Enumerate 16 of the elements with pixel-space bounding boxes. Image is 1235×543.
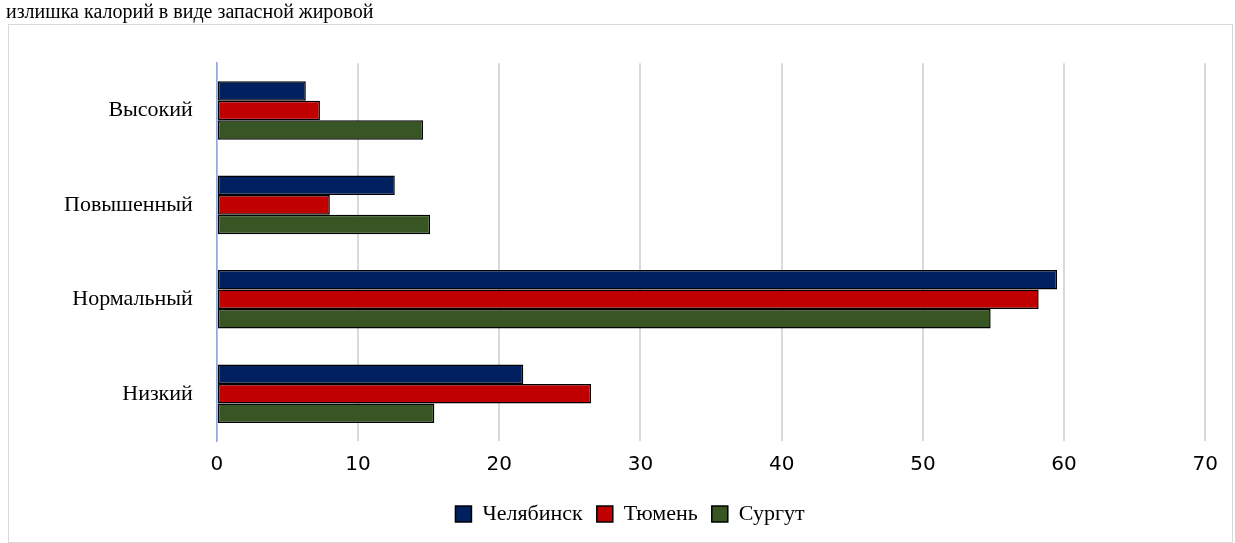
x-tick-label: 40	[768, 451, 795, 476]
x-tick-label: 50	[910, 451, 936, 476]
y-tick-label: Высокий	[108, 96, 194, 122]
text: излишка калорий в виде запасной жировой	[6, 0, 374, 22]
x-tick-label: 30	[627, 451, 654, 476]
legend-label: Тюмень	[623, 499, 698, 525]
x-tick-label: 20	[486, 451, 512, 476]
x-tick-label: 70	[1192, 451, 1218, 476]
legend-label: Челябинск	[482, 499, 584, 525]
y-tick-label: Нормальный	[72, 285, 194, 311]
y-tick-label: Низкий	[122, 379, 194, 405]
x-tick-label: 0	[210, 451, 224, 476]
x-tick-label: 60	[1051, 451, 1077, 476]
y-tick-label: Повышенный	[63, 190, 194, 216]
x-tick-label: 10	[345, 451, 371, 476]
legend-label: Сургут	[738, 499, 805, 525]
